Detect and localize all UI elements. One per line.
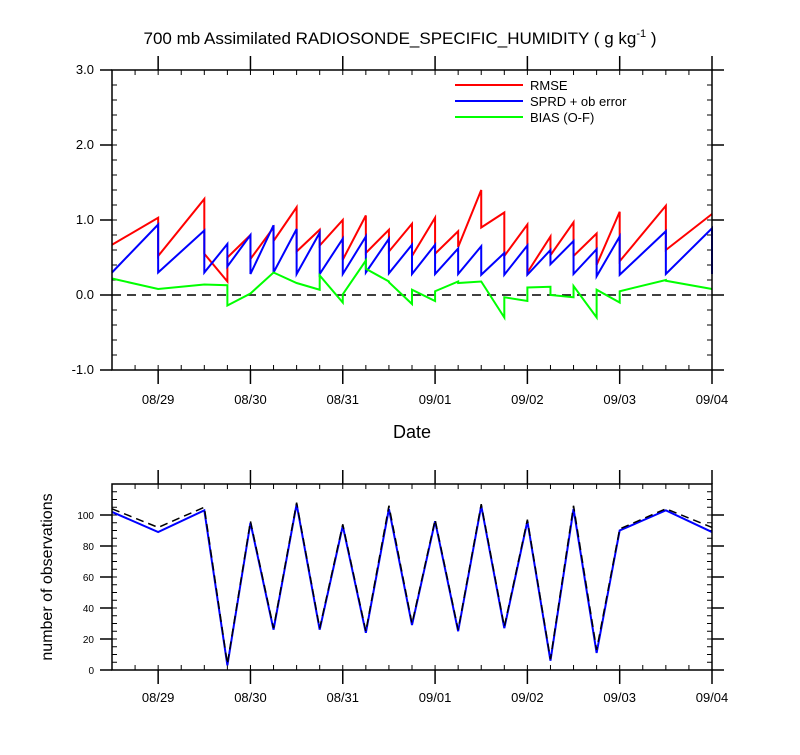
chart-title-main: 700 mb Assimilated RADIOSONDE_SPECIFIC_H… — [144, 29, 637, 48]
x-tick-label: 09/01 — [419, 392, 452, 407]
plot-frame — [111, 483, 713, 671]
x-tick-label: 09/04 — [696, 690, 729, 705]
chart-title: 700 mb Assimilated RADIOSONDE_SPECIFIC_H… — [144, 28, 657, 48]
chart-title-superscript: -1 — [636, 28, 646, 40]
series-line-bias-o-f — [111, 257, 713, 321]
x-tick-label: 08/29 — [142, 690, 175, 705]
y-tick-label: 2.0 — [76, 137, 94, 152]
bottom-y-axis-label: number of observations — [39, 493, 56, 660]
y-tick-label: 60 — [83, 573, 95, 584]
series-line-sprd-ob-error — [111, 222, 713, 280]
x-tick-label: 08/30 — [234, 690, 267, 705]
top-x-axis-label: Date — [393, 422, 431, 442]
chart-title-tail: ) — [646, 29, 656, 48]
x-tick-label: 09/03 — [603, 392, 636, 407]
x-tick-label: 09/04 — [696, 392, 729, 407]
x-tick-label: 09/03 — [603, 690, 636, 705]
x-tick-label: 09/01 — [419, 690, 452, 705]
x-tick-label: 08/31 — [326, 690, 359, 705]
y-tick-label: 1.0 — [76, 212, 94, 227]
y-tick-label: 100 — [77, 511, 94, 522]
x-tick-label: 09/02 — [511, 392, 544, 407]
y-tick-label: 80 — [83, 542, 95, 553]
y-tick-label: 40 — [83, 604, 95, 615]
legend-entry: BIAS (O-F) — [530, 110, 594, 125]
x-tick-label: 09/02 — [511, 690, 544, 705]
y-tick-label: 20 — [83, 635, 95, 646]
legend-entry: RMSE — [530, 78, 568, 93]
plot-frame — [111, 69, 713, 371]
legend-entry: SPRD + ob error — [530, 94, 627, 109]
x-tick-label: 08/29 — [142, 392, 175, 407]
y-tick-label: 3.0 — [76, 62, 94, 77]
y-tick-label: -1.0 — [72, 362, 94, 377]
y-tick-label: 0.0 — [76, 287, 94, 302]
x-tick-label: 08/31 — [326, 392, 359, 407]
x-tick-label: 08/30 — [234, 392, 267, 407]
y-tick-label: 0 — [88, 666, 94, 677]
series-line-possible — [111, 502, 713, 664]
bottom-panel: 08/29 08/30 08/31 09/01 09/02 09/03 09/04 0 20 40… — [77, 470, 728, 705]
top-panel: 08/29 08/30 08/31 09/01 09/02 09/03 09/04 -1.0 0… — [72, 56, 729, 407]
